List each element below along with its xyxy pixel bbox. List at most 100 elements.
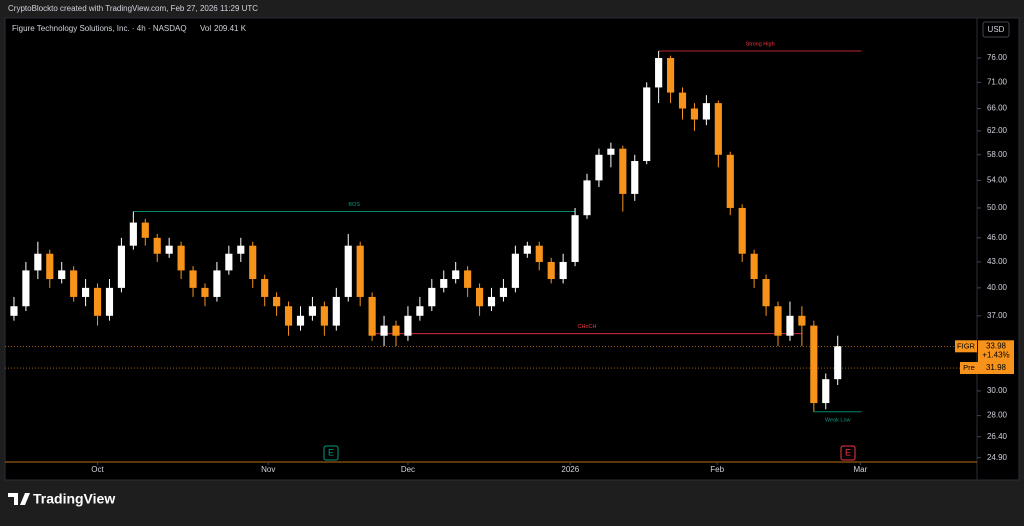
candle-body (404, 315, 412, 336)
price-tag (978, 340, 1014, 363)
candle-body (834, 346, 842, 380)
y-tick-label: 26.40 (987, 432, 1008, 441)
candle-body (344, 245, 352, 297)
y-tick-label: 28.00 (987, 411, 1008, 420)
candle-body (440, 279, 448, 288)
candle-body (428, 287, 436, 307)
candle-body (34, 253, 42, 271)
candle-body (511, 253, 519, 288)
candle-body (678, 92, 687, 109)
y-tick-label: 46.00 (987, 233, 1008, 242)
credit: CryptoBlockto created with TradingView.c… (8, 4, 258, 13)
candle-body (10, 306, 18, 316)
event-label[interactable]: E (845, 447, 851, 457)
currency[interactable]: USD (988, 25, 1005, 34)
candle-body (141, 222, 149, 238)
candle-body (273, 296, 281, 307)
candle-body (619, 148, 627, 194)
event-label[interactable]: E (328, 447, 334, 457)
candle-body (249, 245, 257, 280)
candle-body (810, 325, 818, 404)
candle-body (129, 222, 137, 246)
y-tick-label: 66.00 (987, 104, 1008, 113)
price-tag-change: +1.43% (982, 350, 1009, 359)
candle-body (499, 287, 508, 297)
y-tick-label: 76.00 (987, 53, 1008, 62)
annotation-label: BOS (348, 202, 360, 208)
candle-body (416, 306, 424, 316)
y-tick-label: 58.00 (987, 150, 1008, 159)
y-tick-label: 62.00 (987, 126, 1008, 135)
x-tick-label: Mar (854, 465, 868, 474)
x-tick-label: 2026 (561, 465, 579, 474)
candle-body (392, 325, 400, 336)
candle-body (786, 315, 794, 336)
candle-body (547, 261, 555, 280)
candle-body (762, 279, 770, 307)
candle-body (308, 306, 317, 316)
plot-area (4, 17, 1020, 481)
candle-body (46, 253, 54, 280)
candle-body (105, 287, 114, 316)
candle-body (452, 270, 460, 280)
y-tick-label: 50.00 (987, 203, 1008, 212)
candle-body (177, 245, 185, 271)
y-tick-label: 54.00 (987, 175, 1008, 184)
x-tick-label: Dec (401, 465, 415, 474)
candle-body (702, 103, 710, 120)
candle-body (535, 245, 543, 262)
volume-value: 209.41 K (214, 24, 247, 33)
brand: TradingView (8, 491, 115, 507)
price-tag-value: 33.98 (986, 341, 1007, 350)
x-tick-label: Feb (710, 465, 724, 474)
candle-body (464, 270, 472, 288)
candle-body (356, 245, 364, 297)
event-icon[interactable]: E (840, 445, 856, 461)
candle-body (595, 154, 603, 181)
candle-body (798, 315, 806, 326)
y-tick-label: 71.00 (987, 77, 1008, 86)
candle-body (726, 154, 734, 208)
candle-body (284, 306, 293, 326)
candle-body (714, 103, 722, 155)
candle-body (822, 379, 830, 404)
event-icon[interactable]: E (323, 445, 339, 461)
candle-body (58, 270, 66, 280)
brand-name: TradingView (33, 491, 115, 507)
y-tick-label: 30.00 (987, 386, 1008, 395)
candle-body (165, 245, 173, 254)
candle-body (643, 87, 651, 162)
candle-body (70, 270, 78, 297)
volume-label: Vol (200, 24, 211, 33)
price-tag (978, 362, 1014, 375)
candle-body (320, 306, 328, 326)
candle-body (690, 108, 699, 120)
candle-body (666, 57, 675, 93)
candle-body (774, 306, 782, 336)
candle-body (607, 148, 615, 155)
annotation-label: CHoCH (578, 324, 597, 330)
candle-body (380, 325, 388, 336)
candle-body (368, 296, 376, 336)
candle-body (655, 57, 663, 88)
candle-body (237, 245, 245, 254)
candle-body (117, 245, 125, 288)
price-tag (955, 340, 977, 353)
y-tick-label: 37.00 (987, 311, 1008, 320)
x-tick-label: Nov (261, 465, 275, 474)
price-tag (960, 362, 978, 375)
candle-body (261, 279, 269, 297)
y-tick-label: 40.00 (987, 283, 1008, 292)
x-tick-label: Oct (91, 465, 104, 474)
y-tick-label: 43.00 (987, 257, 1008, 266)
y-tick-label: 24.90 (987, 453, 1008, 462)
candle-body (93, 287, 102, 316)
candle-body (332, 296, 340, 326)
price-tag-symbol: FIGR (957, 341, 975, 350)
candle-body (738, 207, 746, 254)
candle-body (571, 215, 579, 262)
currency-box[interactable] (982, 21, 1010, 38)
price-tag-value: 31.98 (986, 363, 1007, 372)
candle-body (750, 253, 758, 280)
